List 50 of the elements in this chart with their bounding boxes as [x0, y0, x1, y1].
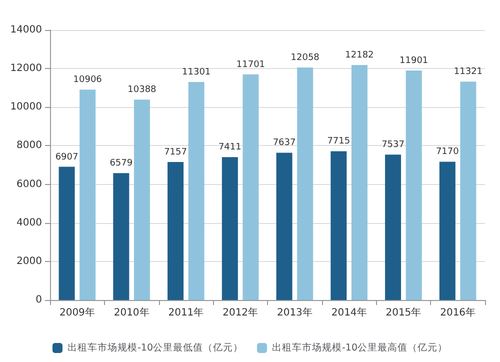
bar [351, 65, 368, 300]
y-tick-label: 14000 [10, 24, 42, 36]
bar [385, 154, 402, 300]
x-tick-label: 2010年 [114, 306, 150, 318]
data-label: 12058 [290, 52, 320, 63]
x-tick-label: 2016年 [440, 306, 476, 318]
bar [134, 100, 150, 300]
bar [276, 152, 292, 300]
bar [80, 90, 96, 300]
data-label: 11901 [400, 56, 428, 66]
x-tick-label: 2014年 [331, 306, 367, 318]
y-tick-label: 2000 [16, 256, 42, 267]
data-label: 7157 [164, 147, 187, 158]
y-tick-label: 10000 [10, 102, 42, 113]
x-tick-label: 2009年 [59, 306, 95, 318]
data-label: 7537 [382, 140, 404, 150]
data-label: 12182 [345, 50, 374, 61]
legend-label: 出租车市场规模-10公里最低值（亿元） [67, 342, 244, 354]
y-tick-label: 4000 [16, 217, 42, 228]
bar [330, 151, 347, 300]
data-label: 10388 [128, 85, 157, 96]
data-label: 7411 [218, 142, 242, 153]
data-label: 6579 [110, 158, 133, 169]
x-tick-label: 2011年 [168, 306, 204, 318]
bar [297, 67, 314, 300]
data-label: 11301 [182, 68, 211, 78]
bar [58, 166, 75, 300]
x-tick-label: 2013年 [276, 306, 312, 318]
data-label: 11701 [236, 60, 266, 70]
data-label: 6907 [55, 152, 78, 162]
bar [113, 173, 130, 300]
bar [439, 162, 456, 300]
x-tick-label: 2015年 [386, 306, 422, 318]
data-label: 7170 [436, 147, 460, 158]
y-tick-label: 8000 [16, 140, 42, 152]
x-tick-label: 2012年 [222, 306, 258, 318]
y-tick-label: 12000 [10, 63, 42, 74]
legend-label: 出租车市场规模-10公里最高值（亿元） [272, 342, 448, 354]
bar [242, 74, 259, 300]
bar [188, 82, 204, 300]
y-tick-label: 0 [36, 294, 42, 306]
bar [168, 162, 184, 300]
bar [222, 157, 238, 300]
y-tick-label: 6000 [16, 178, 42, 190]
data-label: 11321 [454, 67, 483, 78]
data-label: 10906 [73, 75, 102, 86]
bar [406, 70, 422, 300]
data-label: 7637 [272, 138, 296, 148]
data-label: 7715 [327, 136, 350, 147]
bar [460, 82, 476, 300]
